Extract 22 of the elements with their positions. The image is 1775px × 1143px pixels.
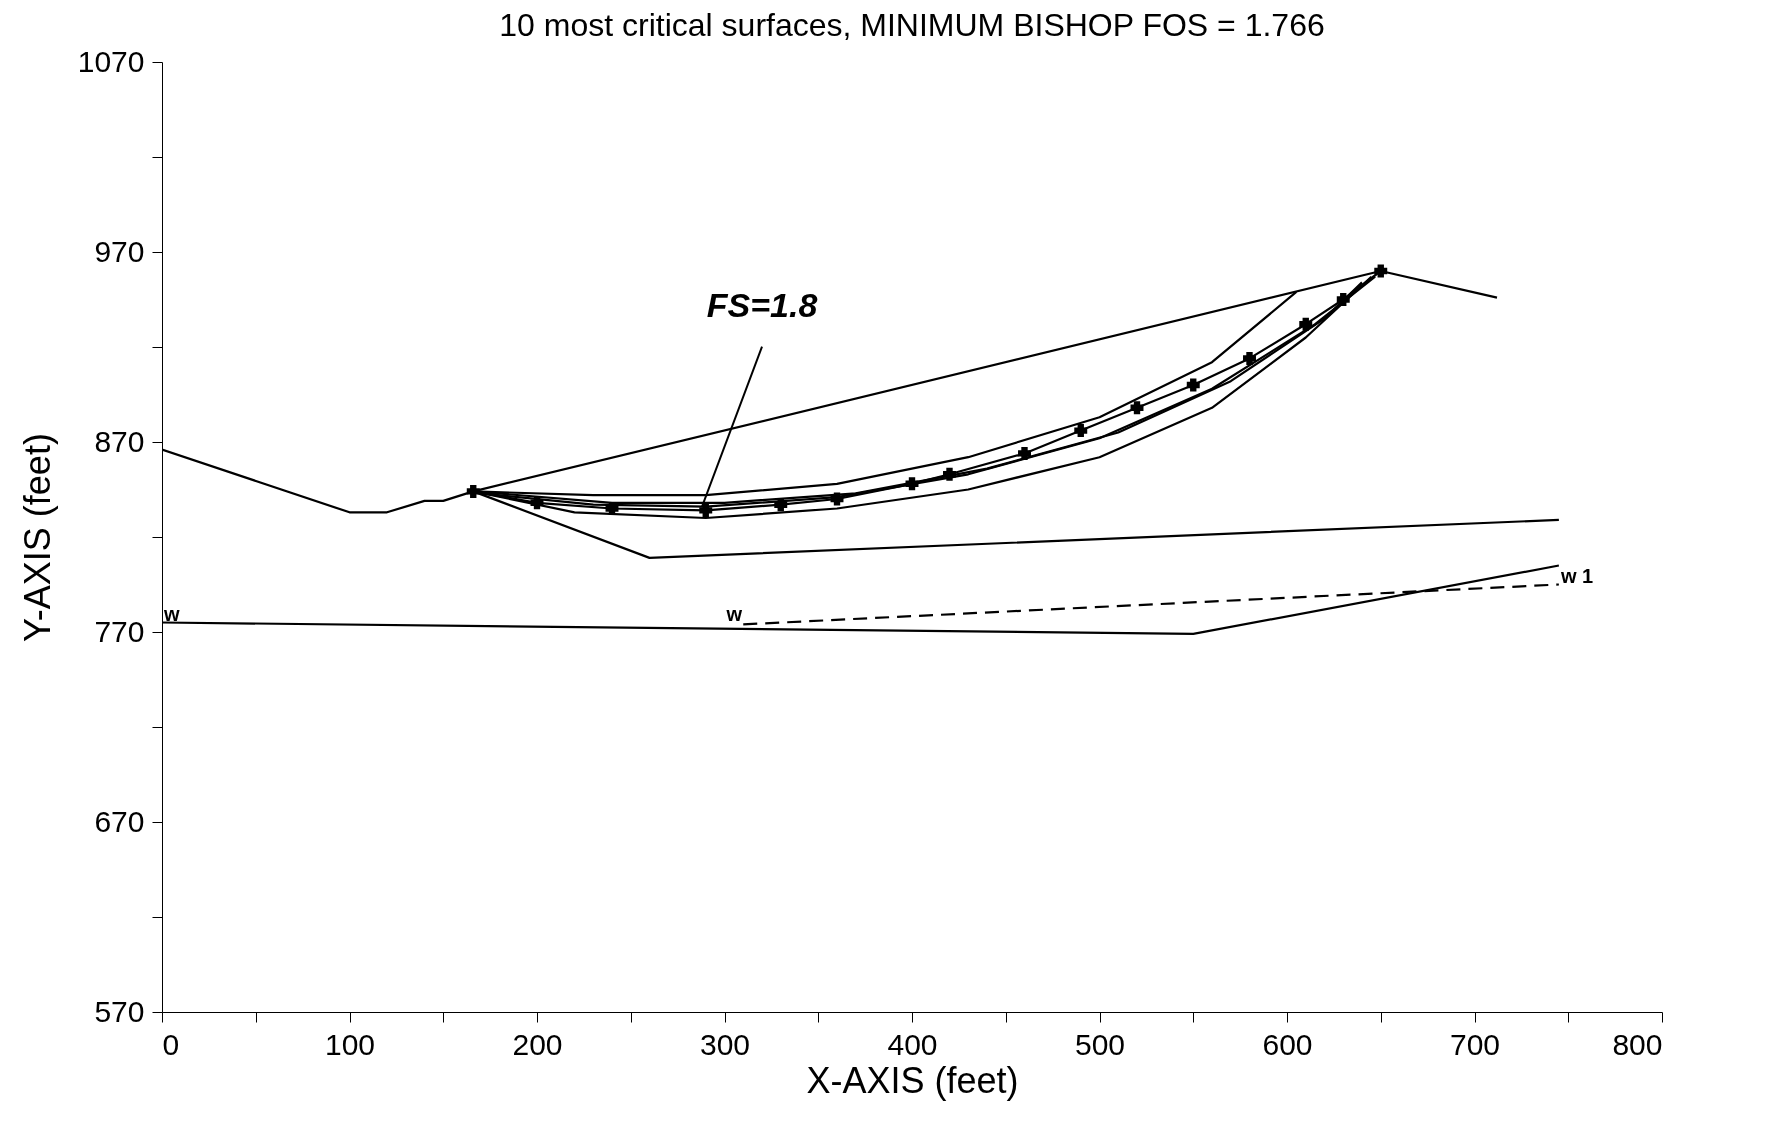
x-tick-label: 700	[1449, 1027, 1501, 1061]
x-tick-label: 100	[324, 1027, 376, 1061]
x-tick-label: 500	[1074, 1027, 1126, 1061]
x-tick-label: 0	[162, 1027, 180, 1061]
y-tick-label: 870	[94, 424, 145, 458]
y-tick-label: 570	[94, 994, 145, 1028]
y-tick-label: 670	[94, 804, 145, 838]
chart-title: 10 most critical surfaces, MINIMUM BISHOP FOS = 1.766	[499, 7, 1325, 43]
x-tick-label: 800	[1612, 1027, 1663, 1061]
x-tick-label: 200	[512, 1027, 563, 1061]
annotation: w	[163, 602, 180, 625]
x-tick-label: 600	[1262, 1027, 1313, 1061]
x-tick-label: 300	[699, 1027, 751, 1061]
y-tick-label: 970	[94, 234, 145, 268]
y-tick-label: 1070	[77, 44, 145, 78]
annotation: w	[725, 602, 743, 625]
y-axis-title: Y-AXIS (feet)	[16, 433, 58, 642]
x-axis-title: X-AXIS (feet)	[806, 1059, 1019, 1101]
annotation: FS=1.8	[706, 285, 818, 324]
annotation: w 1	[1559, 564, 1594, 587]
x-tick-label: 400	[887, 1027, 938, 1061]
y-tick-label: 770	[94, 614, 145, 648]
